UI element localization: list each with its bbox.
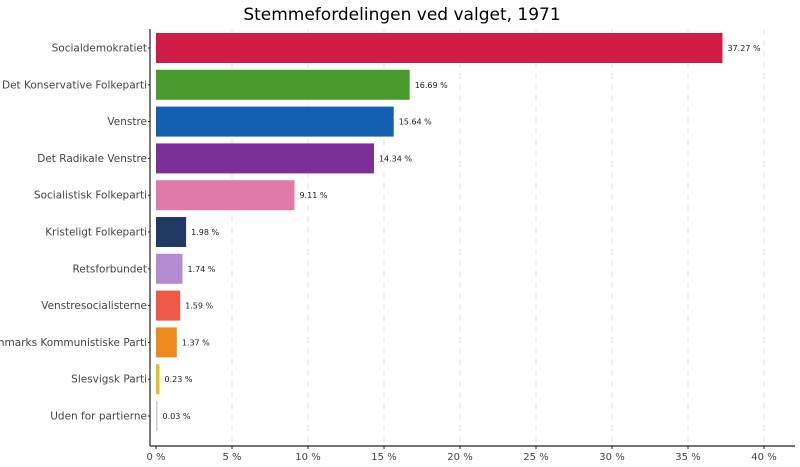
- bar: [156, 180, 295, 211]
- bar: [156, 33, 723, 63]
- bar: [156, 364, 160, 395]
- category-label: Socialistisk Folkeparti: [34, 190, 147, 202]
- value-label: 15.64 %: [399, 118, 432, 127]
- bar: [156, 290, 181, 321]
- category-label: Det Radikale Venstre: [37, 153, 147, 165]
- category-label: Danmarks Kommunistiske Parti: [0, 337, 147, 349]
- x-tick-label: 5 %: [222, 452, 241, 463]
- x-tick-label: 10 %: [295, 452, 320, 463]
- value-label: 37.27 %: [728, 44, 761, 53]
- x-tick-label: 35 %: [675, 452, 700, 463]
- category-label: Det Konservative Folkeparti: [2, 79, 147, 91]
- value-label: 1.37 %: [182, 338, 210, 347]
- category-label: Venstresocialisterne: [41, 300, 147, 312]
- category-label: Uden for partierne: [50, 411, 147, 423]
- x-tick-label: 20 %: [447, 452, 472, 463]
- category-label: Socialdemokratiet: [52, 43, 147, 55]
- category-label: Retsforbundet: [72, 263, 147, 275]
- value-label: 1.98 %: [191, 228, 219, 237]
- bar: [156, 69, 410, 100]
- value-label: 0.23 %: [164, 375, 192, 384]
- value-label: 14.34 %: [379, 154, 412, 163]
- bar: [156, 253, 183, 284]
- x-tick-label: 0 %: [146, 452, 165, 463]
- x-tick-label: 40 %: [751, 452, 776, 463]
- x-tick-label: 15 %: [371, 452, 396, 463]
- bar: [156, 401, 158, 431]
- category-label: Kristeligt Folkeparti: [45, 227, 147, 239]
- bar: [156, 106, 394, 137]
- bar: [156, 143, 374, 174]
- category-label: Slesvigsk Parti: [71, 374, 147, 386]
- chart-title: Stemmefordelingen ved valget, 1971: [243, 5, 560, 25]
- value-label: 0.03 %: [163, 412, 191, 421]
- x-tick-label: 25 %: [523, 452, 548, 463]
- category-label: Venstre: [107, 116, 147, 128]
- value-label: 16.69 %: [415, 81, 448, 90]
- x-tick-label: 30 %: [599, 452, 624, 463]
- value-label: 1.74 %: [187, 265, 215, 274]
- bar: [156, 327, 177, 358]
- bar: [156, 217, 187, 247]
- value-label: 9.11 %: [299, 191, 327, 200]
- value-label: 1.59 %: [185, 302, 213, 311]
